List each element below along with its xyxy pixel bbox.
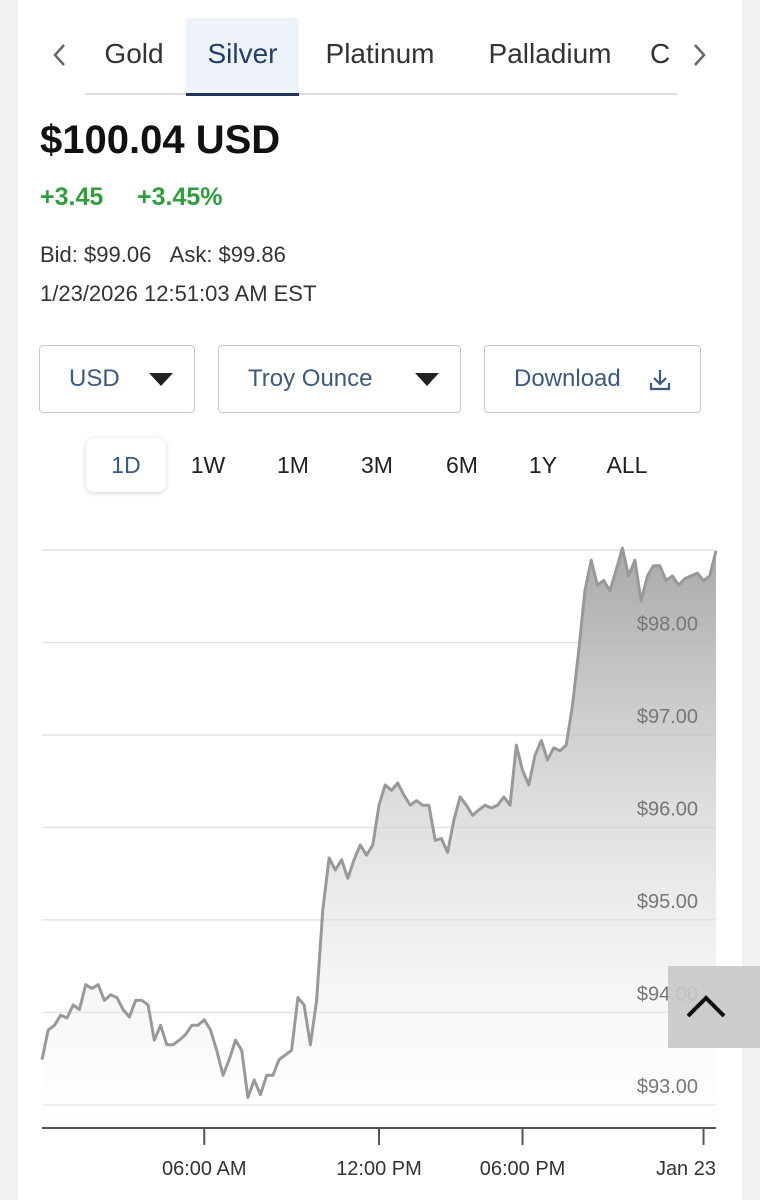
unit: Troy Ounce: [248, 365, 373, 392]
x-tick-label: Jan 23: [656, 1158, 716, 1180]
range-option[interactable]: 1M: [277, 452, 309, 478]
download-label: Download: [514, 365, 621, 392]
y-tick-label: $95.00: [637, 891, 698, 913]
download-icon: [649, 370, 671, 391]
x-tick-label: 06:00 PM: [480, 1158, 566, 1180]
ask: Ask: $99.86: [169, 242, 286, 267]
bid: Bid: $99.06: [40, 242, 152, 267]
tab-underline: [85, 93, 677, 95]
tab-prev-arrow[interactable]: [50, 42, 70, 68]
tab[interactable]: Gold: [104, 38, 164, 69]
change-percent: +3.45%: [137, 183, 223, 211]
unit-select[interactable]: Troy Ounce: [218, 345, 461, 413]
y-tick-label: $97.00: [637, 706, 698, 728]
y-tick-label: $93.00: [637, 1076, 698, 1098]
price-line: [40, 546, 718, 1099]
y-tick-label: $98.00: [637, 613, 698, 635]
tab[interactable]: Silver: [186, 18, 299, 96]
tab[interactable]: Platinum: [325, 38, 435, 69]
change: +3.45: [40, 183, 104, 211]
x-tick-label: 06:00 AM: [162, 1158, 247, 1180]
x-tick-label: 12:00 PM: [336, 1158, 422, 1180]
range-option[interactable]: 1W: [190, 452, 226, 478]
currency-select[interactable]: USD: [39, 345, 195, 413]
download-button[interactable]: Download: [484, 345, 701, 413]
scroll-top-button[interactable]: [668, 966, 760, 1048]
tab[interactable]: Palladium: [488, 38, 612, 69]
range-option[interactable]: 1D: [86, 438, 166, 492]
currency: USD: [69, 365, 120, 392]
price: $100.04 USD: [40, 118, 281, 162]
timestamp: 1/23/2026 12:51:03 AM EST: [40, 281, 317, 306]
tab-next-arrow[interactable]: [690, 42, 710, 68]
dropdown-arrow: [149, 373, 173, 386]
tab[interactable]: C: [650, 38, 671, 69]
area-fill: [42, 548, 716, 1128]
y-tick-label: $96.00: [637, 798, 698, 820]
chevron-up: [686, 995, 726, 1018]
range-option[interactable]: ALL: [606, 452, 648, 478]
bid-ask: Bid: $99.06 Ask: $99.86: [40, 242, 286, 268]
range-option[interactable]: 1Y: [528, 452, 558, 478]
dropdown-arrow: [415, 373, 439, 386]
range-option[interactable]: 6M: [446, 452, 478, 478]
range-option[interactable]: 3M: [361, 452, 393, 478]
